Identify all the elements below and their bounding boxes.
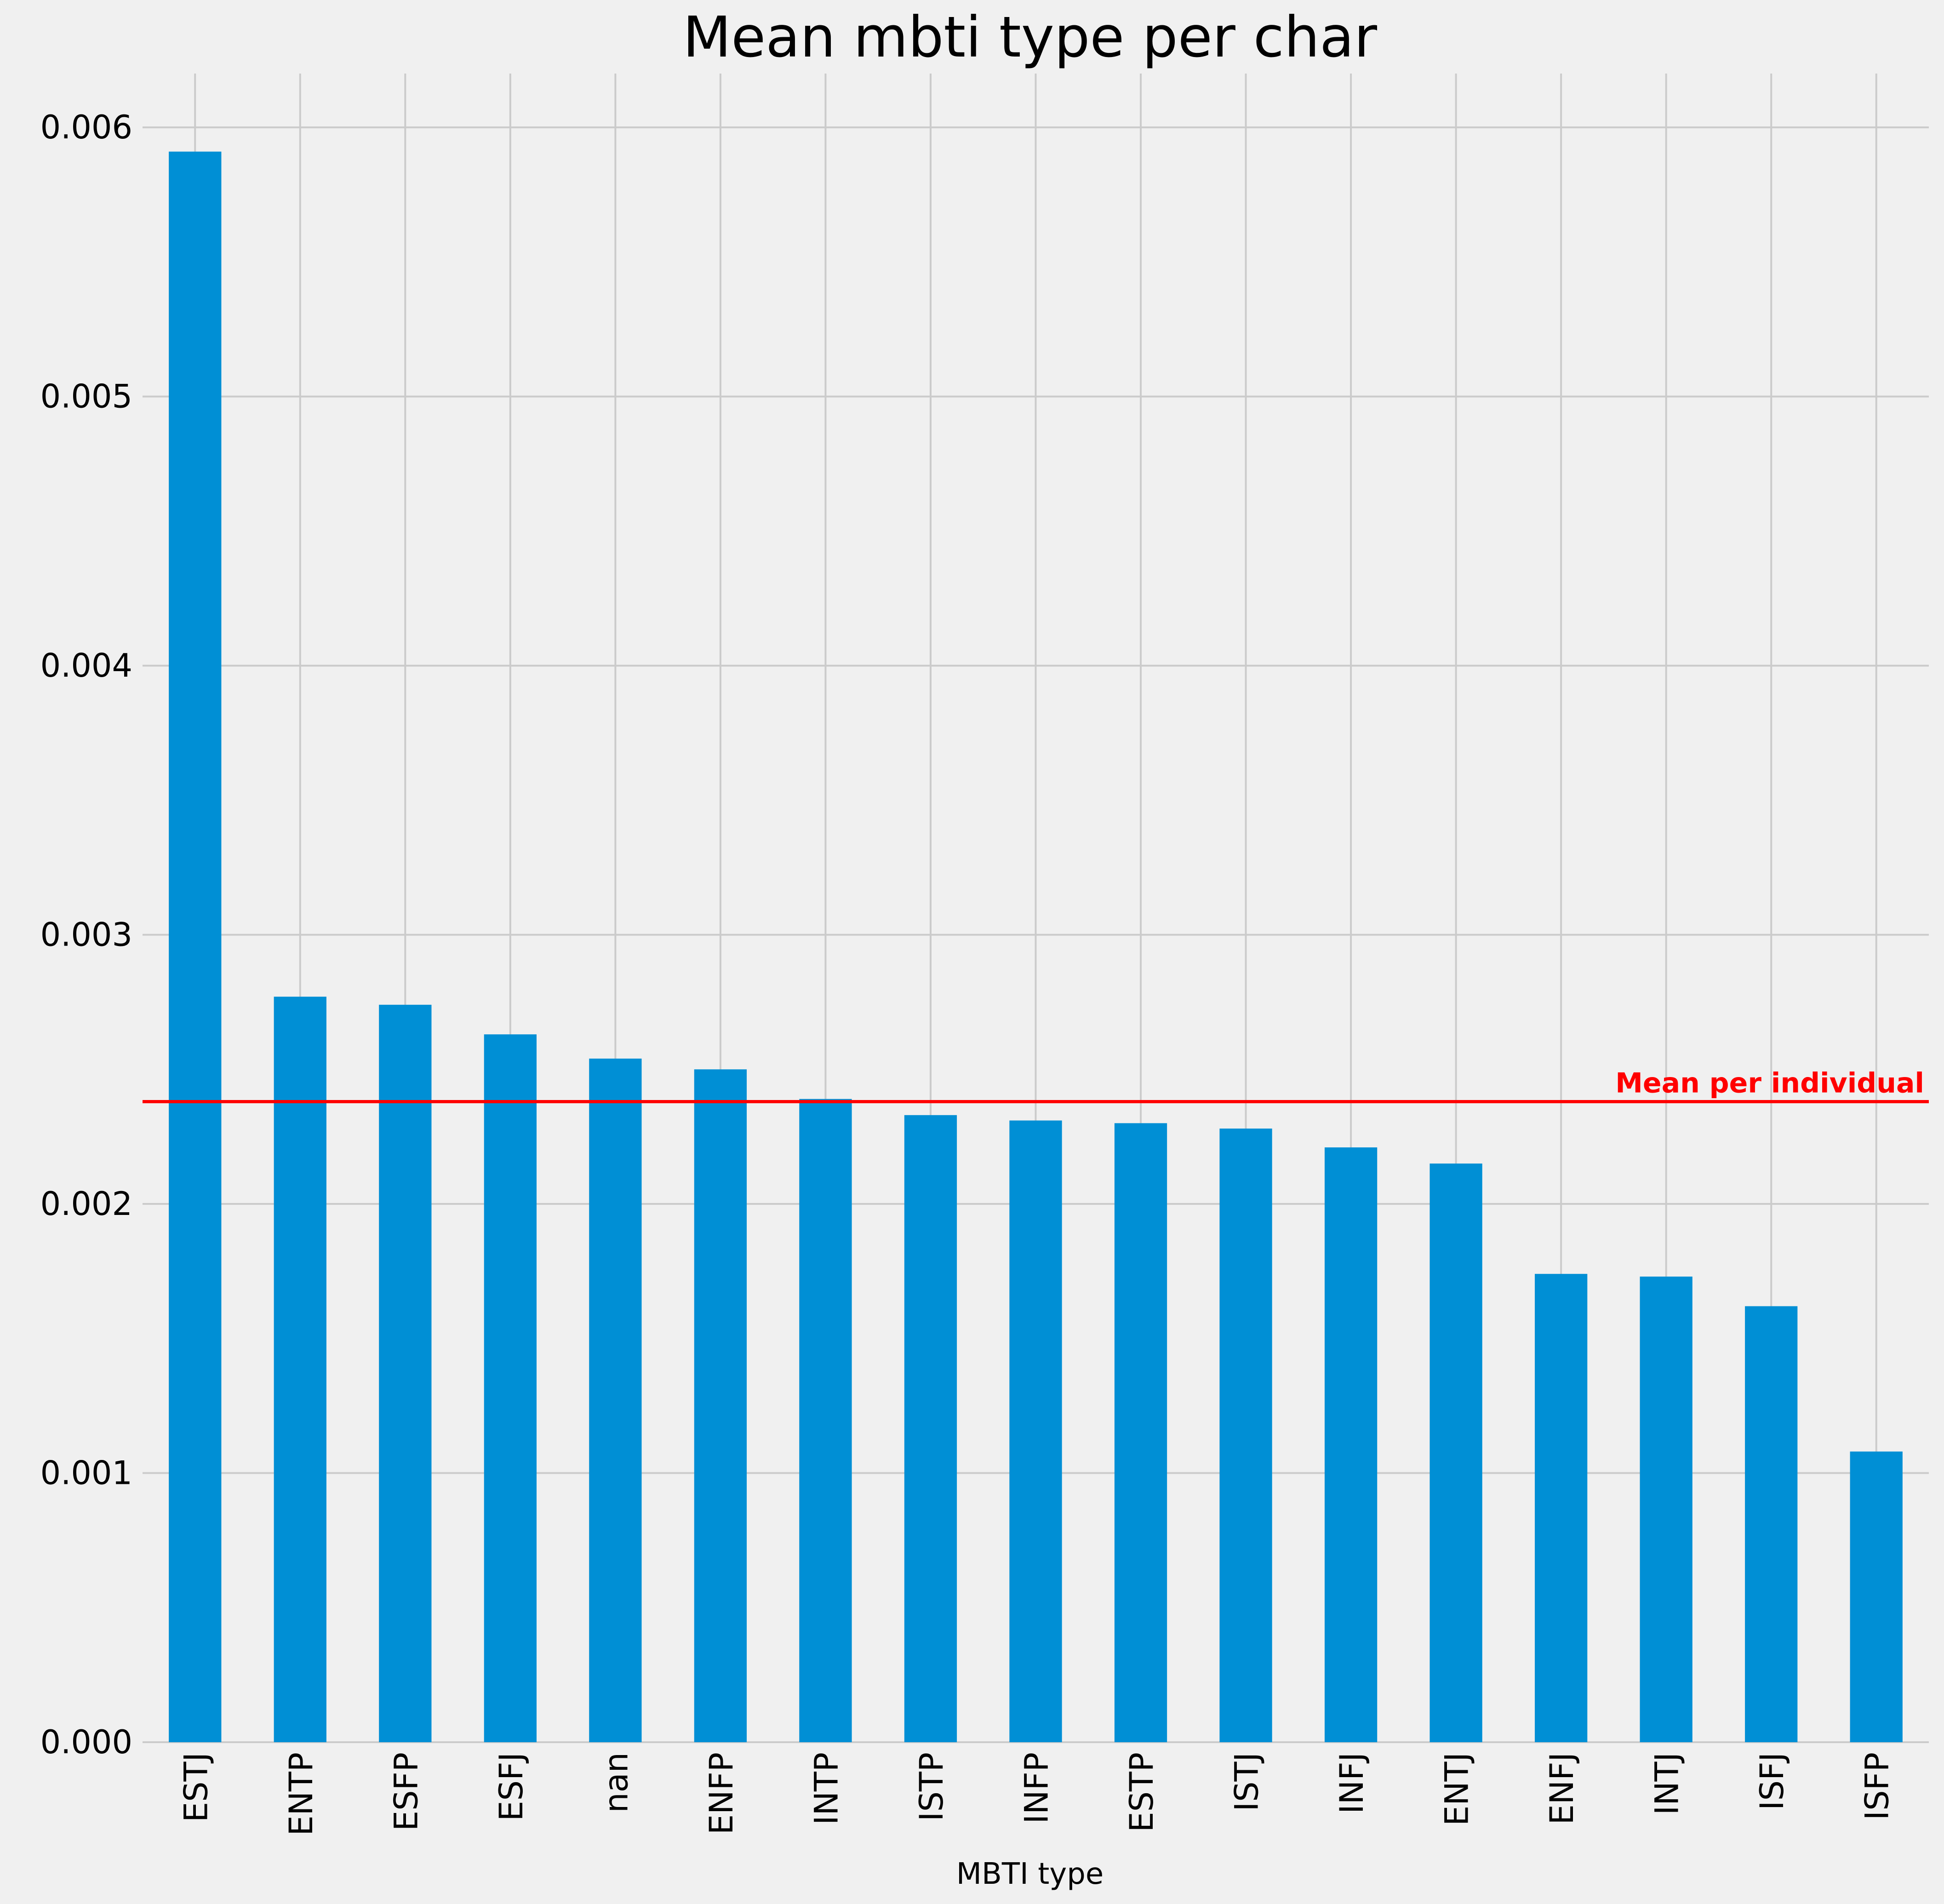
bars [169, 151, 1903, 1743]
x-tick-label: ENFJ [1543, 1752, 1581, 1825]
bar-infp [1009, 1120, 1062, 1742]
x-tick-label: ISTP [913, 1752, 950, 1821]
y-axis-ticks: 0.000 0.001 0.002 0.003 0.004 0.005 0.006 [40, 108, 132, 1761]
x-tick-label: nan [597, 1752, 635, 1813]
x-axis-ticks: ESTJ ENTP ESFP ESFJ nan ENFP INTP ISTP INFP ESTP I… [177, 1752, 1896, 1836]
y-tick-label: 0.006 [40, 108, 132, 146]
bar-estp [1114, 1123, 1167, 1742]
bar-nan [589, 1058, 642, 1742]
y-tick-label: 0.001 [40, 1454, 132, 1492]
bar-istj [1219, 1129, 1272, 1742]
bar-enfj [1535, 1274, 1588, 1742]
bar-intp [799, 1099, 852, 1742]
reference-line-group: Mean per individual [143, 1067, 1929, 1104]
x-tick-label: ISTJ [1228, 1752, 1266, 1811]
bar-infj [1324, 1147, 1378, 1742]
x-tick-label: ENFP [703, 1752, 740, 1835]
x-tick-label: ESTP [1123, 1752, 1161, 1832]
x-tick-label: INTP [807, 1752, 845, 1825]
bar-entp [274, 997, 326, 1742]
y-tick-label: 0.005 [40, 378, 132, 416]
bar-istp [904, 1115, 957, 1742]
x-tick-label: INFJ [1333, 1752, 1371, 1814]
x-tick-label: ESFP [387, 1752, 425, 1831]
x-tick-label: ISFJ [1753, 1752, 1791, 1810]
bar-estj [169, 151, 222, 1743]
mean-reference-label: Mean per individual [1615, 1067, 1924, 1100]
x-tick-label: ISFP [1858, 1752, 1896, 1820]
bar-isfj [1745, 1306, 1798, 1742]
bar-entj [1429, 1163, 1482, 1742]
chart-title: Mean mbti type per char [683, 5, 1378, 70]
x-tick-label: ENTP [282, 1752, 320, 1836]
bar-enfp [694, 1069, 747, 1742]
bar-esfp [379, 1004, 432, 1742]
x-tick-label: ESFJ [492, 1752, 530, 1821]
bar-esfj [484, 1034, 537, 1742]
x-tick-label: INTJ [1648, 1752, 1686, 1815]
y-tick-label: 0.000 [40, 1723, 132, 1761]
bar-intj [1640, 1277, 1692, 1742]
x-tick-label: ENTJ [1438, 1752, 1476, 1826]
bar-isfp [1850, 1451, 1903, 1742]
y-tick-label: 0.003 [40, 916, 132, 954]
y-tick-label: 0.002 [40, 1185, 132, 1223]
x-axis-label: MBTI type [956, 1857, 1104, 1891]
y-tick-label: 0.004 [40, 647, 132, 684]
x-tick-label: ESTJ [177, 1752, 215, 1822]
x-tick-label: INFP [1018, 1752, 1056, 1824]
